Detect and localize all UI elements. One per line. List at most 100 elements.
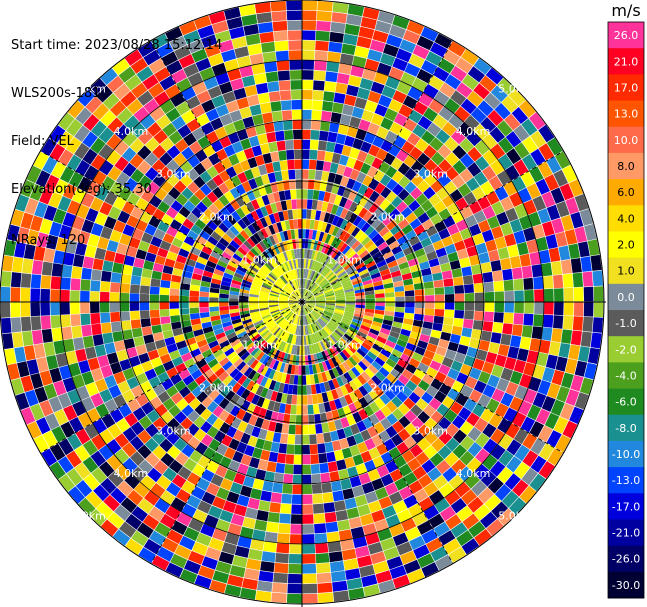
ppi-gate	[137, 90, 154, 106]
ppi-gate	[278, 303, 289, 306]
ppi-gate	[517, 348, 529, 362]
ppi-gate	[280, 200, 288, 211]
ppi-gate	[236, 55, 252, 68]
ppi-gate	[318, 318, 326, 327]
ppi-gate	[244, 445, 255, 457]
ppi-gate	[461, 49, 479, 66]
ppi-gate	[277, 70, 290, 81]
ppi-gate	[297, 305, 301, 315]
ppi-gate	[405, 302, 415, 308]
ppi-gate	[398, 261, 410, 270]
ppi-gate	[544, 288, 554, 302]
ppi-gate	[315, 30, 330, 42]
ppi-gate	[335, 341, 345, 351]
ppi-gate	[210, 215, 222, 227]
ppi-gate	[269, 295, 279, 299]
ppi-gate	[404, 307, 415, 314]
ppi-gate	[372, 343, 383, 353]
ppi-gate	[218, 409, 230, 422]
ppi-gate	[62, 377, 76, 393]
ppi-gate	[285, 240, 291, 251]
ppi-gate	[473, 283, 484, 293]
ppi-gate	[243, 276, 253, 283]
ppi-gate	[140, 475, 156, 490]
ppi-gate	[307, 280, 312, 290]
ppi-gate	[472, 233, 485, 246]
ppi-gate	[175, 452, 189, 466]
ppi-gate	[423, 244, 435, 254]
ppi-gate	[355, 307, 365, 312]
ppi-gate	[148, 216, 161, 228]
ppi-gate	[315, 296, 325, 300]
ppi-gate	[405, 296, 415, 302]
ppi-gate	[230, 338, 241, 348]
ppi-gate	[376, 259, 387, 268]
ppi-gate	[262, 251, 271, 261]
ppi-gate	[302, 129, 311, 140]
ppi-gate	[590, 332, 602, 349]
ppi-gate	[130, 421, 145, 436]
ppi-gate	[139, 285, 150, 294]
ppi-gate	[273, 212, 281, 223]
ppi-gate	[321, 361, 329, 372]
ppi-gate	[373, 560, 389, 574]
ppi-gate	[141, 232, 153, 244]
ppi-gate	[338, 63, 352, 75]
ppi-gate	[321, 201, 329, 212]
ppi-gate	[503, 279, 514, 291]
ppi-gate	[36, 417, 51, 435]
ppi-gate	[90, 197, 104, 212]
ppi-gate	[190, 318, 201, 326]
ppi-gate	[226, 100, 239, 113]
ppi-gate	[166, 385, 179, 398]
ppi-gate	[81, 397, 95, 412]
ppi-gate	[40, 302, 50, 316]
ppi-gate	[292, 292, 300, 300]
ppi-gate	[49, 443, 66, 461]
ppi-gate	[388, 240, 400, 251]
ppi-gate	[296, 395, 302, 405]
ppi-gate	[305, 304, 314, 310]
ppi-gate	[325, 298, 336, 301]
ppi-gate	[191, 486, 206, 500]
ppi-gate	[96, 501, 114, 519]
ppi-gate	[144, 368, 157, 381]
ppi-gate	[120, 320, 132, 331]
ppi-gate	[171, 274, 182, 283]
ppi-gate	[170, 373, 182, 385]
ppi-gate	[264, 333, 273, 342]
ppi-gate	[0, 286, 11, 302]
ppi-gate	[299, 335, 302, 346]
ppi-gate	[91, 434, 106, 450]
ppi-gate	[360, 429, 372, 442]
ppi-gate	[343, 558, 359, 571]
ppi-gate	[297, 335, 301, 346]
ppi-gate	[568, 179, 584, 197]
ppi-gate	[353, 282, 363, 288]
ppi-gate	[239, 302, 249, 306]
ppi-gate	[304, 345, 308, 355]
ppi-gate	[193, 415, 206, 429]
ppi-gate	[218, 39, 234, 53]
ppi-gate	[159, 240, 172, 251]
ppi-gate	[385, 302, 395, 307]
ppi-gate	[323, 311, 333, 317]
ppi-gate	[74, 142, 90, 160]
ppi-gate	[302, 544, 316, 554]
ppi-gate	[41, 138, 57, 156]
ppi-gate	[291, 304, 299, 311]
ppi-gate	[400, 353, 412, 364]
ppi-gate	[360, 324, 371, 332]
ppi-gate	[274, 282, 283, 289]
ppi-gate	[61, 264, 73, 278]
ppi-gate	[312, 310, 321, 318]
ppi-gate	[271, 311, 281, 318]
ppi-gate	[392, 532, 409, 547]
ppi-gate	[99, 291, 110, 302]
ppi-gate	[532, 392, 547, 408]
ppi-gate	[460, 153, 475, 168]
ppi-gate	[284, 285, 293, 293]
ppi-gate	[302, 385, 307, 395]
colorbar-swatch	[608, 257, 644, 285]
ppi-gate	[224, 532, 240, 546]
